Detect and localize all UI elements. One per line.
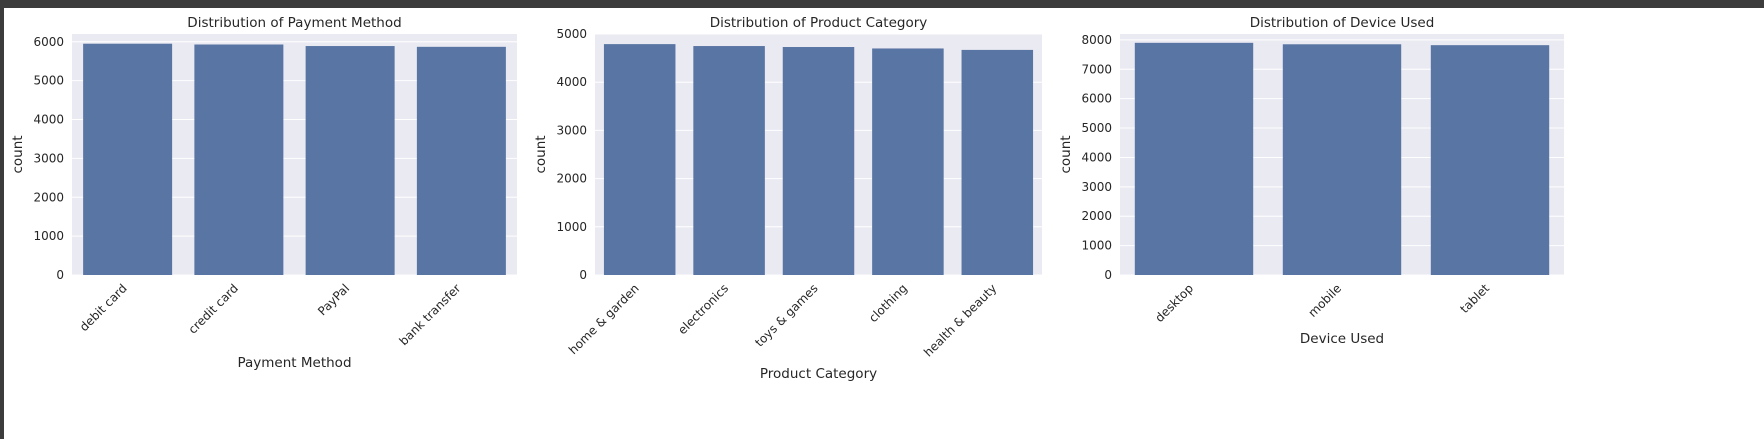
bar xyxy=(416,46,506,275)
x-tick-label: PayPal xyxy=(315,281,352,318)
y-tick-label: 0 xyxy=(579,268,587,282)
bar xyxy=(603,44,676,275)
y-tick-label: 4000 xyxy=(33,113,64,127)
x-axis-label: Payment Method xyxy=(237,355,351,371)
chart-title: Distribution of Payment Method xyxy=(187,15,401,31)
x-tick-label: health & beauty xyxy=(921,281,999,359)
x-tick-label: mobile xyxy=(1305,281,1344,320)
x-tick-label: desktop xyxy=(1152,281,1196,325)
y-tick-label: 8000 xyxy=(1081,33,1112,47)
bar xyxy=(1430,45,1550,276)
chart-figure: 0 1000 2000 3000 4000 5000 6000 debit card credi… xyxy=(4,8,1764,439)
bar xyxy=(305,46,395,275)
y-tick-label: 7000 xyxy=(1081,62,1112,76)
y-tick-label: 2000 xyxy=(33,190,64,204)
y-tick-label: 6000 xyxy=(33,35,64,49)
chart-canvas: 0 1000 2000 3000 4000 5000 6000 debit card credi… xyxy=(10,15,1564,382)
bar xyxy=(782,47,855,275)
y-tick-label: 4000 xyxy=(556,75,587,89)
y-tick-label: 1000 xyxy=(33,229,64,243)
y-tick-label: 5000 xyxy=(33,74,64,88)
x-tick-label: clothing xyxy=(866,281,910,325)
bar xyxy=(872,48,944,276)
y-tick-label: 5000 xyxy=(1081,121,1112,135)
x-tick-label: electronics xyxy=(675,281,731,337)
chart-panel-2: 0 1000 2000 3000 4000 5000 home & garden electr… xyxy=(533,15,1042,382)
x-tick-label: debit card xyxy=(77,281,130,334)
chart-title: Distribution of Product Category xyxy=(710,15,928,31)
chart-panel-1: 0 1000 2000 3000 4000 5000 6000 debit card credi… xyxy=(10,15,517,371)
y-tick-label: 4000 xyxy=(1081,150,1112,164)
bar xyxy=(83,43,173,275)
bar xyxy=(1134,42,1254,275)
y-tick-label: 0 xyxy=(1104,268,1112,282)
y-tick-label: 6000 xyxy=(1081,92,1112,106)
y-tick-label: 3000 xyxy=(1081,180,1112,194)
y-tick-label: 3000 xyxy=(33,151,64,165)
bar xyxy=(1282,44,1402,275)
y-tick-label: 2000 xyxy=(1081,209,1112,223)
x-axis-label: Device Used xyxy=(1300,331,1384,347)
y-axis-label: count xyxy=(1058,135,1074,173)
x-tick-label: bank transfer xyxy=(397,281,464,348)
y-tick-label: 0 xyxy=(56,268,64,282)
x-axis-label: Product Category xyxy=(760,366,877,382)
y-axis-label: count xyxy=(533,135,549,173)
y-tick-label: 5000 xyxy=(556,27,587,41)
y-axis-label: count xyxy=(10,135,26,173)
x-tick-label: tablet xyxy=(1457,281,1492,316)
bar xyxy=(194,44,284,275)
chart-title: Distribution of Device Used xyxy=(1250,15,1435,31)
y-tick-label: 1000 xyxy=(1081,239,1112,253)
y-tick-label: 1000 xyxy=(556,220,587,234)
bar xyxy=(693,46,765,275)
bar xyxy=(961,49,1034,275)
y-tick-label: 2000 xyxy=(556,172,587,186)
x-tick-label: toys & games xyxy=(752,281,820,349)
y-tick-label: 3000 xyxy=(556,123,587,137)
x-tick-label: credit card xyxy=(186,281,241,336)
x-tick-label: home & garden xyxy=(566,281,642,357)
chart-panel-3: 0 1000 2000 3000 4000 5000 6000 7000 8000 desktop… xyxy=(1058,15,1564,347)
